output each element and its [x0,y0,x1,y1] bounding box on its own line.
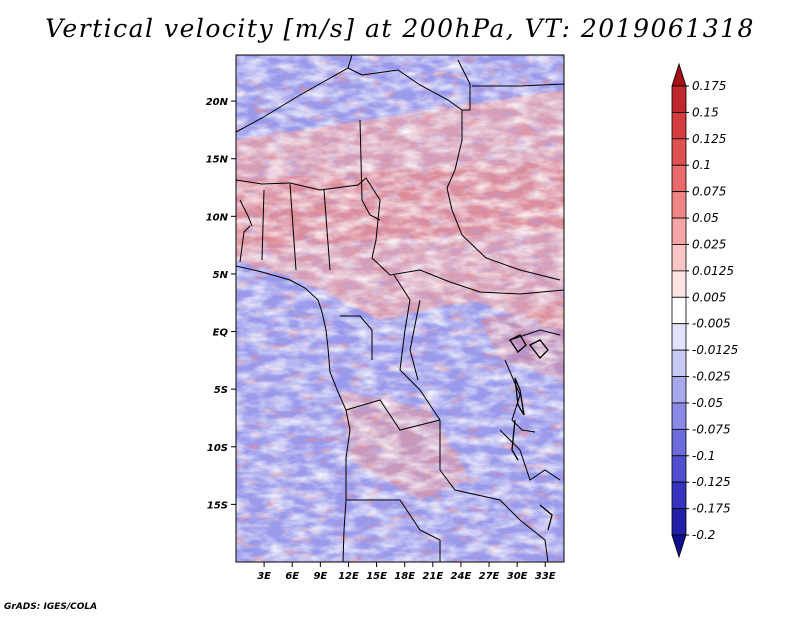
colorbar-label: -0.075 [692,422,731,436]
colorbar-cell [671,191,687,219]
colorbar-cell [671,349,687,377]
colorbar-label: 0.15 [692,105,719,119]
map-frame [235,54,565,563]
colorbar-label: -0.005 [692,317,731,331]
lon-tick-label: 6E [285,571,299,582]
colorbar-label: 0.1 [692,158,711,172]
colorbar-label: 0.05 [692,211,719,225]
country-borders [235,54,565,563]
colorbar-label: 0.125 [692,132,726,146]
colorbar-cell [671,455,687,483]
lon-tick-label: 12E [338,571,359,582]
lon-tick-label: 21E [422,571,443,582]
colorbar-cell [671,138,687,166]
colorbar-label: -0.05 [692,396,723,410]
colorbar: 0.175 0.15 0.125 0.1 0.075 0.05 0.025 0.0125 0.0… [671,62,738,559]
colorbar-cell [671,112,687,140]
colorbar-cell [671,164,687,193]
colorbar-cell [671,534,687,559]
colorbar-cell [671,428,687,457]
map-title: Vertical velocity [m/s] at 200hPa, VT: 2… [45,14,755,43]
lat-tick-label: 15S [207,500,228,511]
lakes [509,334,553,531]
colorbar-label: -0.1 [692,449,715,463]
colorbar-cell [671,244,687,272]
colorbar-label: -0.175 [692,502,731,516]
lon-tick-label: 15E [366,571,387,582]
colorbar-label: 0.0125 [692,264,734,278]
colorbar-label: -0.125 [692,475,731,489]
colorbar-cell [671,217,687,245]
grads-credit: GrADS: IGES/COLA [4,602,98,612]
colorbar-label: -0.0125 [692,343,738,357]
colorbar-cell [671,296,687,325]
colorbar-label: -0.2 [692,528,715,542]
lat-tick-label: 5S [214,385,228,396]
colorbar-cell [671,402,687,430]
colorbar-cell [671,85,687,113]
colorbar-label: 0.175 [692,79,726,93]
lat-tick-label: 15N [206,155,229,166]
lat-tick-label: 10S [207,443,228,454]
lon-tick-label: 9E [313,571,327,582]
colorbar-cell [671,323,687,351]
lon-tick-label: 33E [535,571,556,582]
velocity-field [236,55,564,562]
colorbar-cell [671,270,687,298]
lon-tick-label: 27E [479,571,500,582]
lat-tick-label: 20N [206,97,229,108]
colorbar-label: 0.025 [692,237,726,251]
colorbar-cell [671,62,687,87]
colorbar-cell [671,481,687,509]
colorbar-label: -0.025 [692,370,731,384]
colorbar-cell [671,508,687,536]
lon-tick-label: 3E [257,571,271,582]
lat-tick-label: 10N [206,212,229,223]
lon-tick-label: 18E [394,571,415,582]
lat-tick-label: EQ [213,328,229,339]
colorbar-label: 0.005 [692,290,726,304]
colorbar-cell [671,376,687,404]
lat-tick-label: 5N [213,270,229,281]
lon-tick-label: 30E [507,571,528,582]
colorbar-label: 0.075 [692,185,726,199]
lon-tick-label: 24E [451,571,472,582]
